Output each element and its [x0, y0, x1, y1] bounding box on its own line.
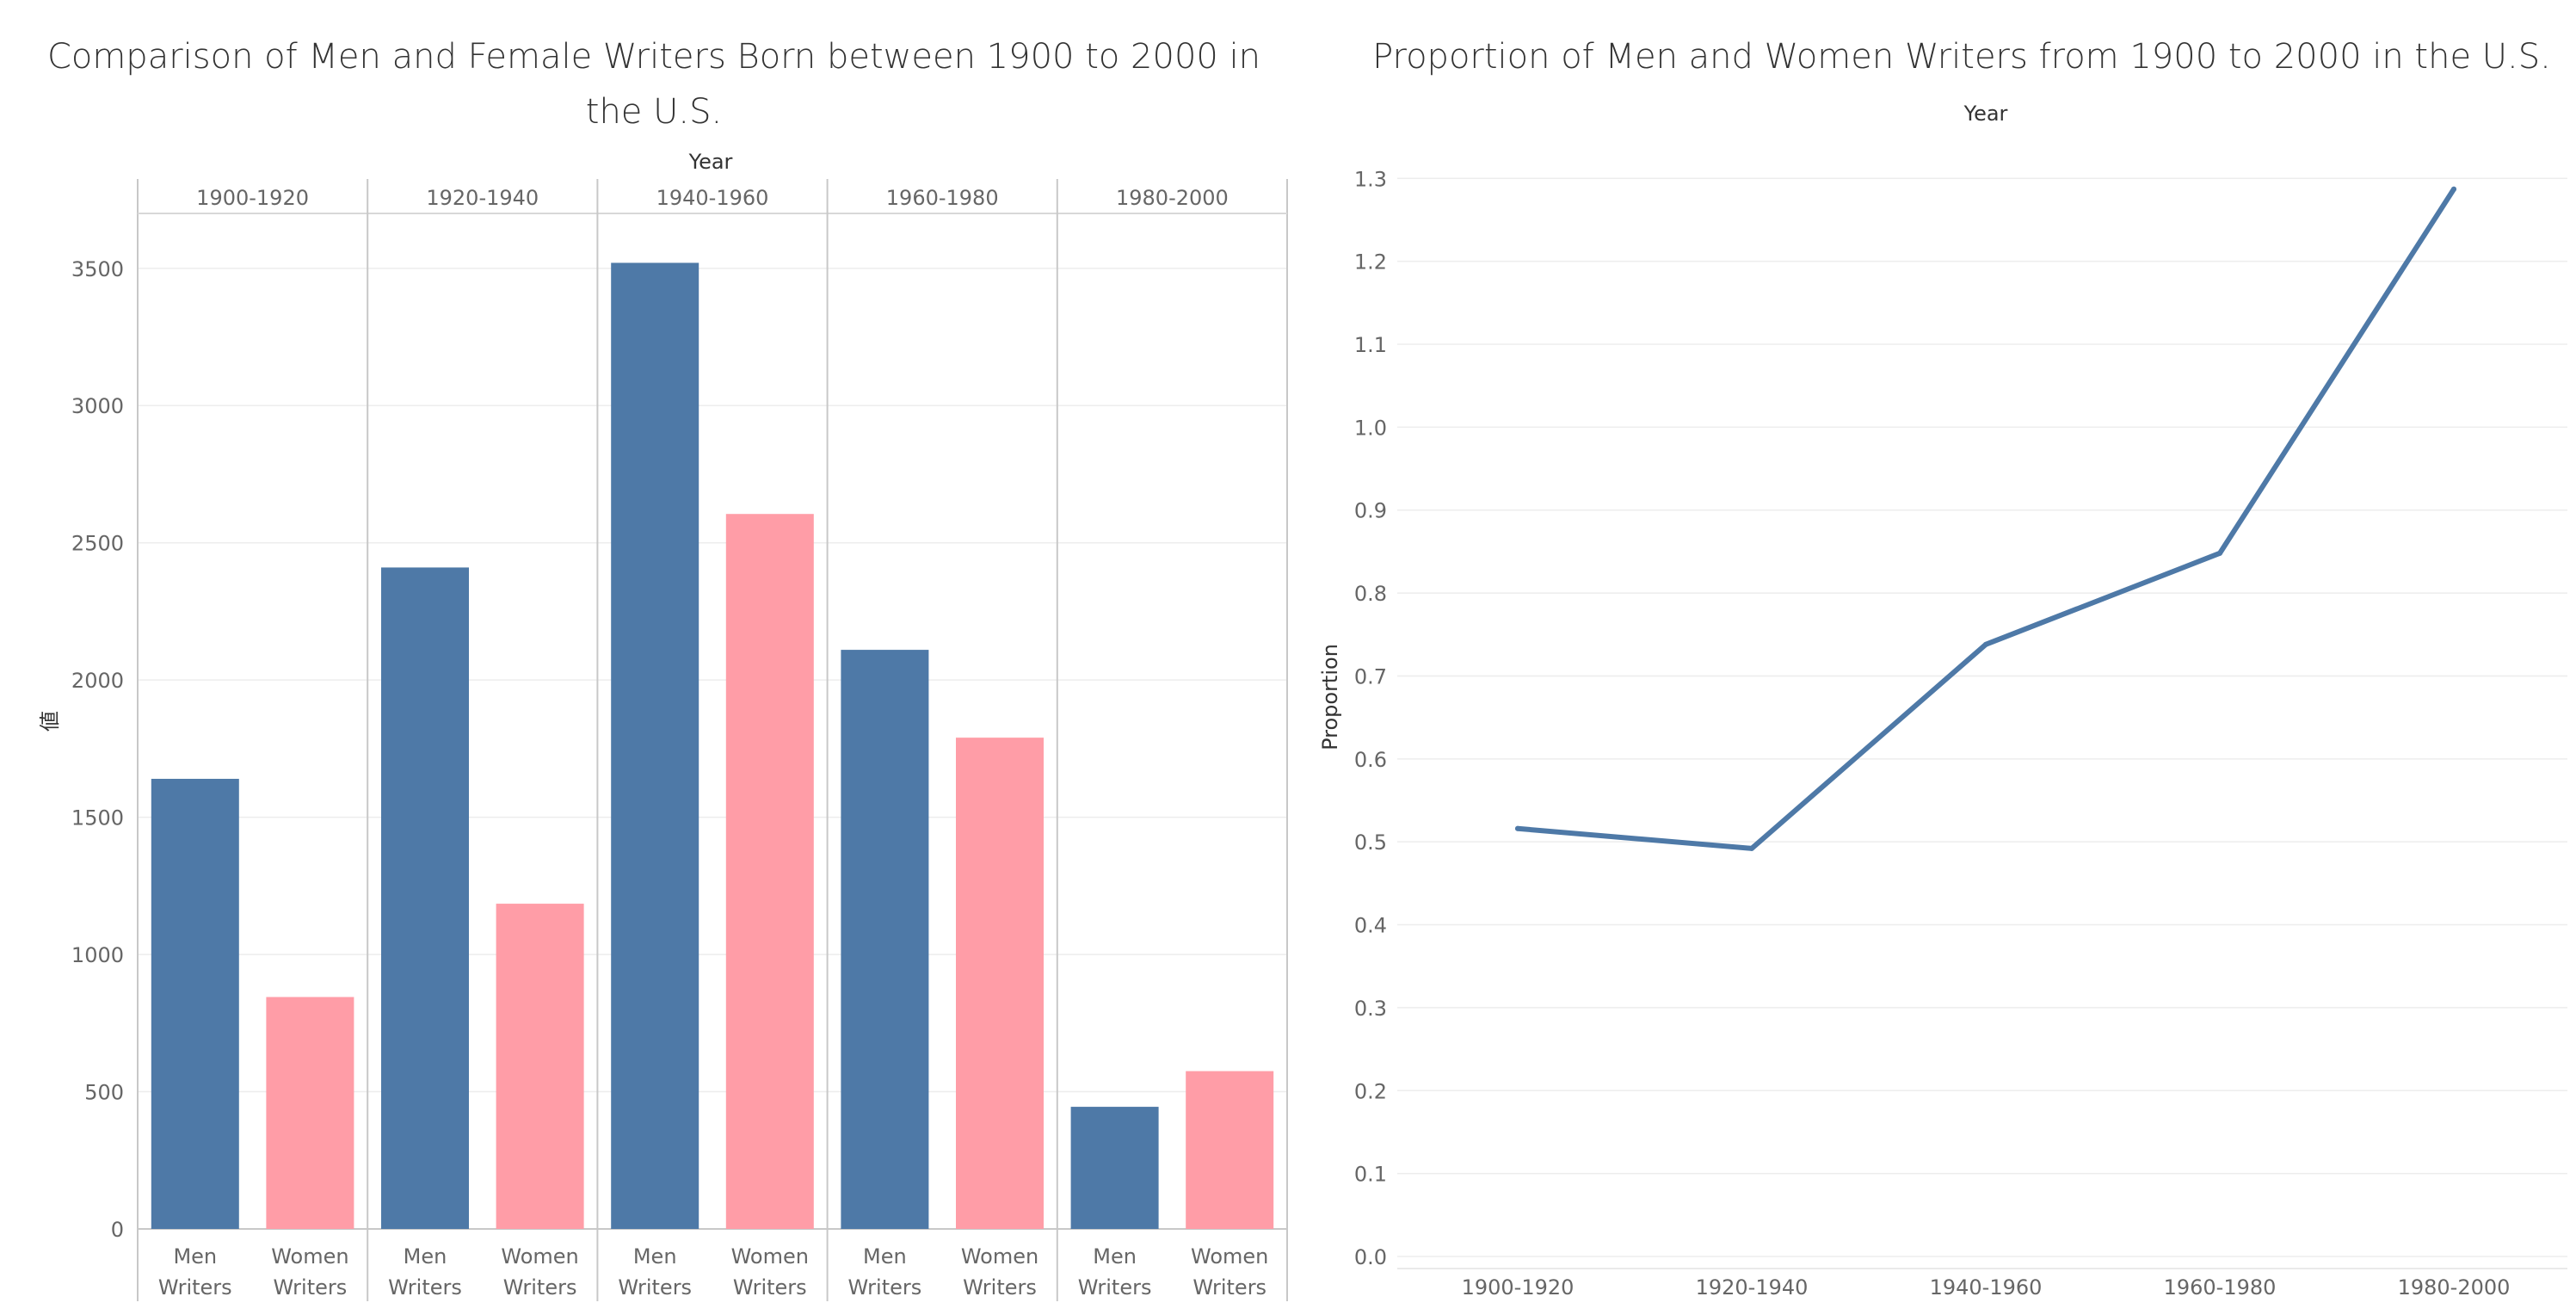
line-y-tick-label: 0.6: [1354, 748, 1387, 772]
line-x-label: 1920-1940: [1696, 1275, 1809, 1300]
bar-men: [841, 650, 929, 1229]
line-y-tick-label: 0.8: [1354, 582, 1387, 606]
bar-y-axis-label: 値: [38, 711, 62, 732]
bar-marks: [151, 262, 1274, 1229]
bar-x-label: Women: [961, 1244, 1038, 1269]
bar-x-label: Men: [863, 1244, 907, 1269]
line-column-header: Year: [1963, 102, 2008, 126]
bar-category-headers: 1900-1920 1920-1940 1940-1960 1960-1980 1980…: [196, 186, 1229, 210]
bar-x-label: Writers: [1192, 1275, 1266, 1300]
line-gridlines: [1397, 177, 2567, 1269]
bar-column-header: Year: [688, 150, 733, 174]
bar-gridlines: [138, 268, 1287, 1230]
bar-frame: [137, 179, 1288, 1301]
bar-x-label: Women: [271, 1244, 348, 1269]
bar-y-tick-label: 1500: [71, 806, 124, 830]
bar-women: [496, 904, 584, 1229]
line-y-tick-label: 0.2: [1354, 1079, 1387, 1103]
line-x-label: 1900-1920: [1462, 1275, 1575, 1300]
bar-men: [381, 567, 469, 1229]
bar-chart: Year 値 0 500 1000 1500 2000 2500 3000 3500 1900…: [38, 150, 1288, 1301]
proportion-point: [2451, 186, 2456, 192]
proportion-point: [2217, 550, 2222, 556]
line-marks: [1515, 186, 2456, 851]
bar-women: [266, 997, 354, 1229]
line-x-labels: 1900-1920 1920-1940 1940-1960 1960-1980 1980…: [1462, 1275, 2511, 1300]
proportion-point: [1983, 641, 1988, 647]
bar-y-tick-label: 3500: [71, 257, 124, 281]
bar-x-label: Men: [1093, 1244, 1137, 1269]
bar-category-header: 1920-1940: [426, 186, 539, 210]
bar-y-tick-label: 1000: [71, 943, 124, 967]
bar-x-label: Writers: [158, 1275, 232, 1300]
bar-category-header: 1980-2000: [1116, 186, 1229, 210]
bar-x-label: Writers: [733, 1275, 807, 1300]
proportion-point: [1515, 825, 1520, 831]
line-y-ticks: 0.0 0.1 0.2 0.3 0.4 0.5 0.6 0.7 0.8 0.9 1.0 1.1 1.2 1…: [1354, 167, 1387, 1269]
bar-y-tick-label: 3000: [71, 394, 124, 418]
line-y-tick-label: 0.7: [1354, 664, 1387, 688]
line-y-tick-label: 0.4: [1354, 914, 1387, 938]
bar-x-label: Writers: [1078, 1275, 1152, 1300]
bar-x-label: Men: [633, 1244, 677, 1269]
line-y-tick-label: 1.2: [1354, 250, 1387, 275]
bar-x-label: Women: [501, 1244, 578, 1269]
line-y-tick-label: 0.1: [1354, 1163, 1387, 1187]
bar-men: [611, 262, 699, 1229]
bar-y-tick-label: 2000: [71, 669, 124, 693]
line-y-tick-label: 0.3: [1354, 997, 1387, 1021]
line-y-tick-label: 1.1: [1354, 333, 1387, 357]
bar-x-label: Women: [731, 1244, 809, 1269]
line-y-tick-label: 0.5: [1354, 830, 1387, 855]
proportion-point: [1749, 845, 1754, 851]
bar-category-header: 1960-1980: [886, 186, 999, 210]
bar-x-label: Women: [1191, 1244, 1268, 1269]
bar-x-label: Writers: [388, 1275, 462, 1300]
bar-x-label: Men: [173, 1244, 217, 1269]
line-y-tick-label: 1.0: [1354, 416, 1387, 440]
line-y-tick-label: 0.0: [1354, 1245, 1387, 1269]
bar-category-header: 1900-1920: [196, 186, 309, 210]
bar-x-label: Writers: [618, 1275, 692, 1300]
bar-x-label: Writers: [963, 1275, 1037, 1300]
proportion-line: [1515, 186, 2456, 851]
bar-chart-title: Comparison of Men and Female Writers Bor…: [46, 37, 1261, 132]
line-chart-title: Proportion of Men and Women Writers from…: [1372, 37, 2551, 77]
bar-category-header: 1940-1960: [656, 186, 769, 210]
bar-women: [725, 514, 814, 1229]
bar-women: [956, 738, 1044, 1229]
line-y-tick-label: 1.3: [1354, 167, 1387, 191]
bar-y-ticks: 0 500 1000 1500 2000 2500 3000 3500: [71, 257, 124, 1242]
bar-x-label: Writers: [274, 1275, 348, 1300]
bar-x-label: Writers: [503, 1275, 577, 1300]
line-y-tick-label: 0.9: [1354, 499, 1387, 523]
bar-y-tick-label: 2500: [71, 532, 124, 556]
bar-y-tick-label: 500: [84, 1081, 124, 1105]
bar-men: [1070, 1107, 1159, 1229]
bar-y-tick-label: 0: [111, 1218, 124, 1242]
line-x-label: 1960-1980: [2164, 1275, 2277, 1300]
line-x-label: 1980-2000: [2398, 1275, 2511, 1300]
bar-x-label: Men: [404, 1244, 447, 1269]
bar-men: [151, 778, 239, 1229]
line-x-label: 1940-1960: [1930, 1275, 2043, 1300]
bar-x-labels: Men Writers Women Writers Men Writers Women Wri…: [158, 1244, 1268, 1300]
bar-x-label: Writers: [848, 1275, 922, 1300]
bar-women: [1186, 1071, 1274, 1229]
